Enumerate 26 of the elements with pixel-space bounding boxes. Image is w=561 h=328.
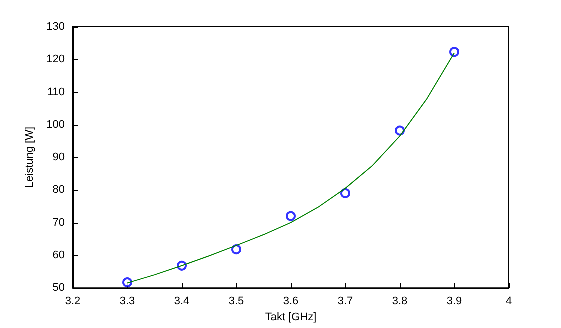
x-tick-label: 3.8 (392, 296, 408, 308)
x-tick-label: 3.4 (174, 296, 190, 308)
y-tick-label: 60 (52, 249, 65, 262)
y-tick-label: 100 (46, 118, 65, 131)
x-tick-label: 3.3 (120, 296, 136, 308)
x-tick-label: 3.7 (338, 296, 354, 308)
point (122, 278, 132, 288)
y-tick-label: 130 (46, 21, 65, 33)
x-tick-label: 3.2 (65, 296, 81, 308)
point (395, 126, 405, 136)
x-tick-label: 3.9 (446, 296, 462, 308)
point (286, 211, 296, 222)
x-axis-title: Takt [GHz] (265, 312, 317, 324)
y-tick-label: 80 (52, 184, 65, 196)
y-axis-title: Leistung [W] (24, 126, 36, 188)
y-tick-label: 50 (52, 282, 65, 294)
y-tick-label: 120 (46, 54, 65, 66)
point (450, 47, 460, 58)
x-tick-label: 3.5 (228, 296, 244, 308)
y-tick-label: 90 (52, 152, 65, 164)
y-tick-label: 70 (52, 216, 65, 229)
point (340, 188, 350, 198)
y-tick-label: 110 (47, 86, 65, 98)
x-tick-label: 3.6 (283, 296, 299, 308)
x-tick-label: 4 (506, 296, 512, 308)
point (232, 244, 242, 255)
